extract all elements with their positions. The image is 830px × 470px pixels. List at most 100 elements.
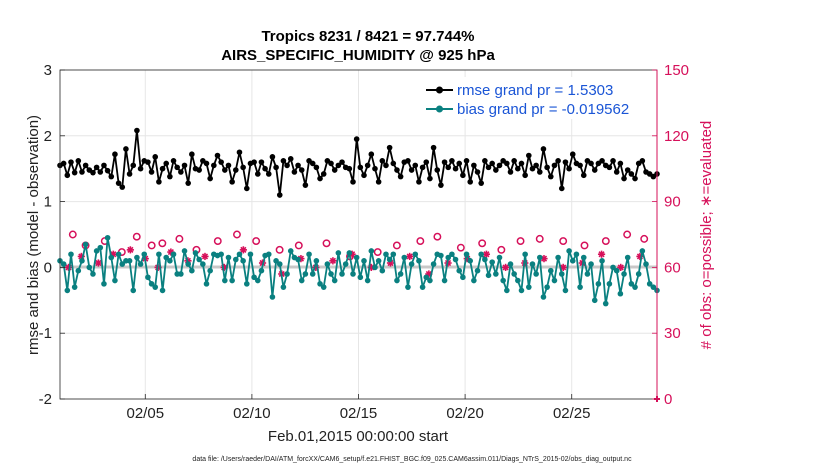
bias-point	[181, 248, 188, 254]
obs-evaluated-marker	[239, 246, 247, 254]
y-right-tick-label: 30	[664, 325, 681, 342]
bias-point	[236, 251, 243, 258]
y-tick-label: 1	[44, 194, 52, 211]
rmse-point	[489, 160, 495, 167]
rmse-point	[189, 151, 195, 158]
x-tick-label: 02/15	[340, 405, 378, 422]
rmse-point	[529, 165, 536, 172]
rmse-point	[112, 151, 118, 158]
bias-point	[595, 281, 602, 287]
rmse-point	[485, 164, 492, 171]
rmse-point	[357, 164, 364, 171]
bias-point	[134, 254, 140, 261]
rmse-point	[214, 152, 221, 159]
obs-possible-marker	[535, 234, 544, 243]
bias-point	[401, 254, 408, 261]
obs-possible-marker	[233, 230, 241, 239]
bias-point	[610, 264, 616, 271]
bias-point	[489, 259, 495, 265]
bias-point	[254, 277, 261, 284]
obs-evaluated-stroke	[167, 248, 174, 256]
obs-evaluated-marker	[482, 250, 491, 258]
rmse-point	[591, 167, 598, 173]
bias-point	[419, 284, 426, 290]
rmse-point	[544, 164, 550, 171]
rmse-point	[504, 160, 510, 167]
rmse-point	[353, 136, 360, 142]
bias-point	[364, 277, 371, 284]
rmse-point	[284, 162, 290, 169]
rmse-point	[383, 162, 389, 169]
bias-point	[643, 261, 649, 267]
bias-point	[115, 251, 122, 258]
bias-point	[167, 258, 173, 264]
rmse-point	[511, 158, 517, 164]
rmse-point	[75, 158, 82, 164]
rmse-point	[79, 169, 85, 175]
bias-point	[68, 251, 74, 258]
bias-point	[463, 251, 470, 258]
rmse-point	[536, 169, 543, 175]
bias-point	[375, 258, 382, 264]
rmse-point	[471, 162, 477, 169]
y-tick-label: 2	[44, 128, 52, 145]
bias-point	[507, 261, 514, 267]
bias-point	[394, 277, 400, 284]
bias-point	[467, 258, 474, 264]
bias-point	[405, 284, 411, 290]
y-axis-label: rmse and bias (model - observation)	[25, 115, 42, 355]
rmse-point	[518, 160, 525, 167]
bias-point	[357, 274, 364, 281]
obs-evaluated-marker	[126, 246, 134, 254]
bias-point	[452, 256, 459, 263]
bias-point	[295, 256, 301, 263]
rmse-point	[119, 184, 126, 190]
obs-evaluated-marker	[329, 257, 337, 265]
obs-possible-marker	[623, 230, 632, 239]
bias-point	[280, 284, 287, 290]
bias-point	[112, 277, 118, 284]
rmse-point	[361, 172, 367, 179]
rmse-point	[467, 179, 474, 185]
rmse-point	[533, 162, 539, 169]
chart-title: Tropics 8231 / 8421 = 97.744%	[261, 28, 474, 45]
bias-point	[558, 271, 565, 277]
bias-point	[632, 284, 638, 290]
rmse-point	[346, 165, 353, 172]
rmse-point	[558, 185, 565, 192]
bias-point	[515, 277, 521, 284]
obs-evaluated-marker	[617, 263, 625, 271]
bias-point	[71, 284, 78, 290]
rmse-point	[258, 159, 265, 165]
rmse-point	[639, 158, 646, 164]
obs-evaluated-marker	[502, 263, 510, 271]
series-lines	[57, 127, 660, 307]
bias-point	[383, 251, 389, 258]
bias-point	[317, 281, 323, 287]
rmse-point	[64, 172, 71, 179]
bias-point	[504, 287, 510, 294]
obs-evaluated-marker	[201, 252, 209, 261]
bias-point	[430, 261, 437, 267]
y-right-tick-label: 90	[664, 194, 681, 211]
bias-point	[602, 300, 609, 307]
rmse-point	[551, 162, 558, 169]
bias-point	[438, 252, 444, 259]
bias-point	[361, 258, 367, 264]
bias-point	[331, 277, 338, 284]
rmse-point	[291, 169, 298, 175]
bias-point	[485, 272, 492, 279]
rmse-point	[236, 149, 243, 156]
obs-possible-marker	[559, 237, 568, 246]
bias-point	[251, 274, 257, 281]
y-right-tick-label: 0	[664, 391, 672, 408]
bias-point	[471, 277, 477, 284]
rmse-point	[434, 167, 441, 173]
rmse-point	[331, 167, 338, 173]
bias-point	[200, 261, 206, 267]
obs-possible-marker	[322, 239, 331, 248]
bias-point	[573, 251, 580, 258]
rmse-point	[170, 158, 177, 164]
obs-possible-marker	[416, 237, 425, 246]
y-tick-label: 3	[44, 62, 52, 79]
